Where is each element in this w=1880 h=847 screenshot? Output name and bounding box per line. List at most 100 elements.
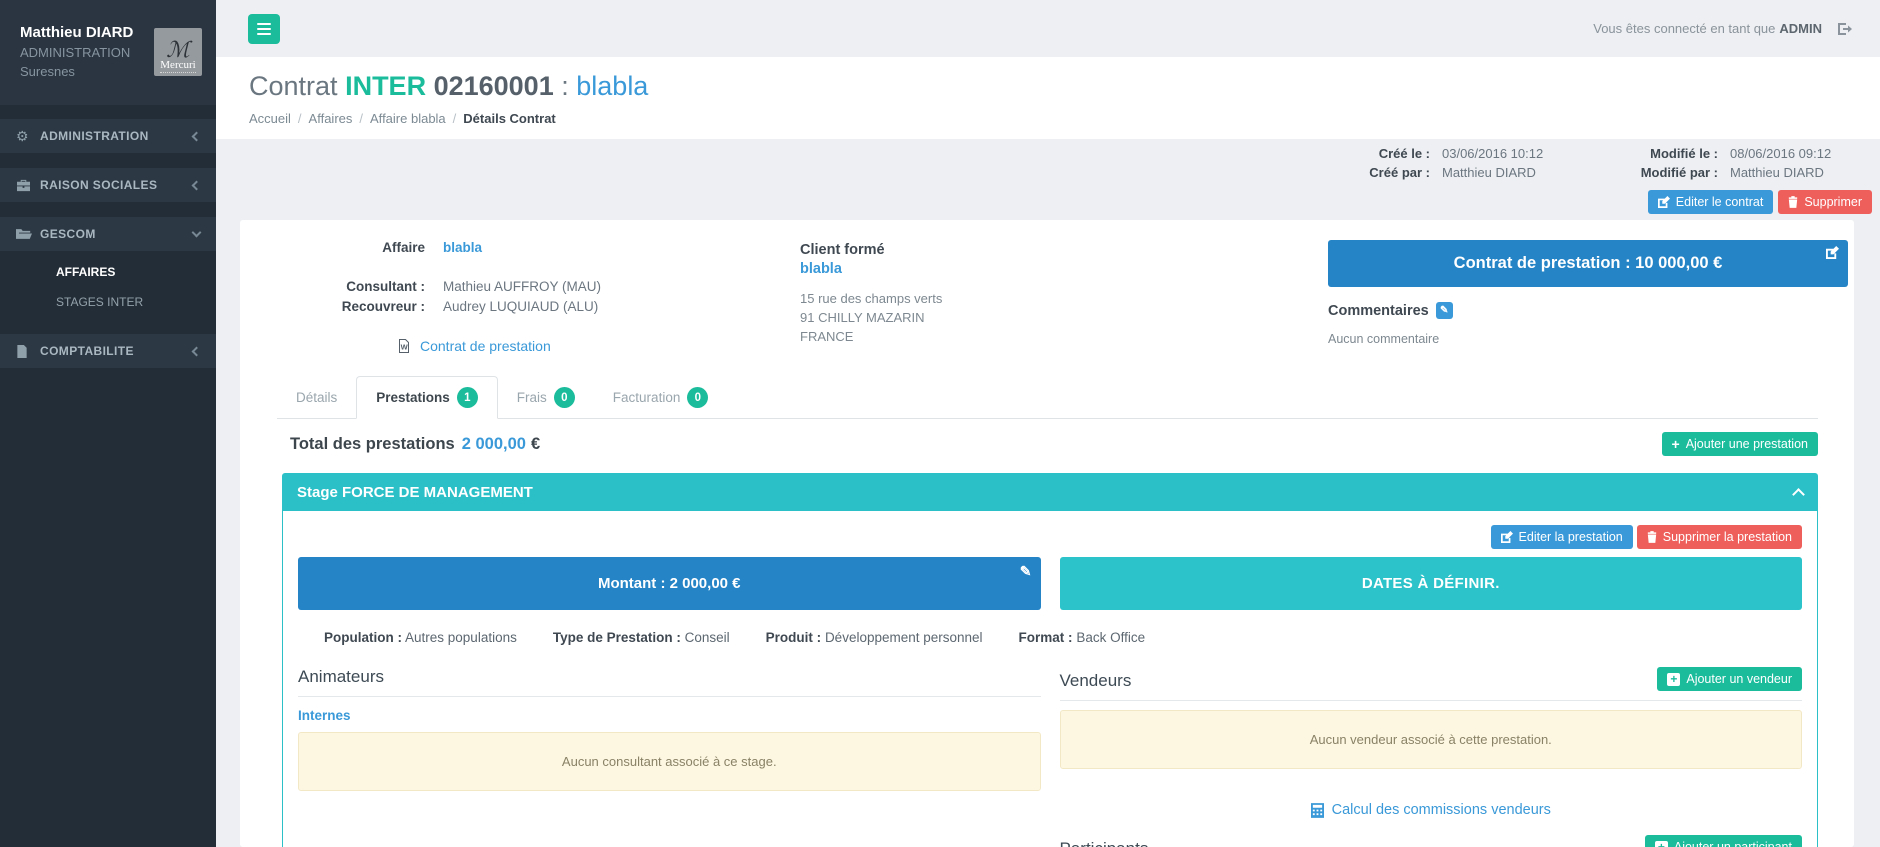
plus-square-icon: + <box>1654 840 1668 847</box>
vendeurs-title: Vendeurs <box>1059 671 1132 690</box>
user-role: ADMINISTRATION <box>20 45 131 60</box>
affaire-link[interactable]: blabla <box>443 240 483 255</box>
affaire-label: Affaire <box>382 240 425 255</box>
sidebar-item-affaires[interactable]: AFFAIRES <box>56 265 116 279</box>
topbar: Vous êtes connecté en tant que ADMIN <box>216 0 1880 57</box>
sidebar-menu: ⚙ ADMINISTRATION RAISON SOCIALES GESCOM <box>0 105 216 383</box>
client-address: 15 rue des champs verts 91 CHILLY MAZARI… <box>800 291 943 344</box>
breadcrumb-accueil[interactable]: Accueil <box>249 111 291 126</box>
sidebar-item-comptabilite[interactable]: COMPTABILITE <box>0 334 216 368</box>
tab-details[interactable]: Détails <box>296 390 338 405</box>
add-prestation-button[interactable]: + Ajouter une prestation <box>1661 432 1818 456</box>
contract-amount-box: Contrat de prestation : 10 000,00 € <box>1328 240 1848 287</box>
contract-card: Affaire blabla Consultant : Mathieu AUFF… <box>240 220 1854 847</box>
add-vendeur-button[interactable]: + Ajouter un vendeur <box>1657 667 1802 691</box>
animateurs-section: Animateurs Internes Aucun consultant ass… <box>298 667 1041 847</box>
dates-box: DATES À DÉFINIR. <box>1059 557 1802 610</box>
modified-by-value: Matthieu DIARD <box>1730 165 1824 180</box>
chevron-left-icon <box>191 131 202 141</box>
total-label: Total des prestations <box>290 434 455 453</box>
chevron-left-icon <box>191 346 202 356</box>
breadcrumb-affaires[interactable]: Affaires <box>308 111 353 126</box>
comments-section: Commentaires ✎ Aucun commentaire <box>1328 302 1848 346</box>
word-document-icon: W <box>398 339 410 353</box>
svg-text:W: W <box>401 343 409 352</box>
participants-title: Participants <box>1060 839 1149 847</box>
user-panel: Matthieu DIARD ADMINISTRATION Suresnes ℳ… <box>0 0 216 105</box>
comments-empty-text: Aucun commentaire <box>1328 332 1440 346</box>
page-header: Contrat INTER 02160001 : blabla Accueil … <box>216 57 1880 139</box>
created-by-value: Matthieu DIARD <box>1442 165 1536 180</box>
sidebar-item-stages-inter[interactable]: STAGES INTER <box>56 295 144 309</box>
sidebar-item-administration[interactable]: ⚙ ADMINISTRATION <box>0 119 216 153</box>
edit-contract-button[interactable]: Editer le contrat <box>1647 190 1774 214</box>
tab-facturation[interactable]: Facturation 0 <box>594 376 728 419</box>
recouvreur-label: Recouvreur : <box>341 299 425 314</box>
animateurs-title: Animateurs <box>298 667 384 686</box>
contract-amount-block: Contrat de prestation : 10 000,00 € Comm… <box>1328 240 1848 354</box>
recouvreur-value: Audrey LUQUIAUD (ALU) <box>443 299 599 314</box>
trash-icon <box>1788 196 1798 208</box>
affaire-block: Affaire blabla Consultant : Mathieu AUFF… <box>280 240 800 354</box>
client-label: Client formé <box>800 242 885 258</box>
mercuri-logo-text: Mercuri <box>160 59 196 73</box>
page-title: Contrat INTER 02160001 : blabla <box>249 71 649 101</box>
delete-contract-button[interactable]: Supprimer <box>1778 190 1872 214</box>
chevron-left-icon <box>191 180 202 190</box>
sidebar-item-raison-sociales[interactable]: RAISON SOCIALES <box>0 168 216 202</box>
commissions-link[interactable]: Calcul des commissions vendeurs <box>1060 802 1803 818</box>
user-location: Suresnes <box>20 64 75 79</box>
logout-icon[interactable] <box>1838 22 1854 36</box>
main-area: Vous êtes connecté en tant que ADMIN Con… <box>216 0 1880 847</box>
edit-prestation-button[interactable]: Editer la prestation <box>1490 525 1633 549</box>
collapse-panel-icon[interactable] <box>1792 488 1805 501</box>
mercuri-logo: ℳ Mercuri <box>154 28 202 76</box>
add-participant-button[interactable]: + Ajouter un participant <box>1644 835 1802 847</box>
folder-open-icon <box>16 228 40 240</box>
contract-type: INTER <box>345 71 427 101</box>
meta-band: Créé le : 03/06/2016 10:12 Créé par : Matt… <box>216 139 1880 214</box>
contract-name: blabla <box>576 71 649 101</box>
modified-by-label: Modifié par : <box>1640 165 1718 180</box>
connected-text: Vous êtes connecté en tant que <box>1593 21 1776 36</box>
delete-prestation-button[interactable]: Supprimer la prestation <box>1636 525 1802 549</box>
internes-link[interactable]: Internes <box>298 708 351 723</box>
created-by-label: Créé par : <box>1369 165 1430 180</box>
modified-value: 08/06/2016 09:12 <box>1730 146 1832 161</box>
tab-prestations[interactable]: Prestations 1 <box>356 376 498 419</box>
pencil-square-icon <box>1500 531 1513 543</box>
plus-icon: + <box>1671 436 1680 452</box>
connected-user: ADMIN <box>1779 21 1822 36</box>
client-block: Client formé blabla 15 rue des champs ve… <box>800 240 1100 354</box>
breadcrumb: Accueil / Affaires / Affaire blabla / Dé… <box>249 111 556 126</box>
user-name: Matthieu DIARD <box>20 24 134 41</box>
prestations-count-badge: 1 <box>456 387 478 408</box>
edit-comments-icon[interactable]: ✎ <box>1435 302 1453 319</box>
consultant-value: Mathieu AUFFROY (MAU) <box>443 279 602 294</box>
frais-count-badge: 0 <box>553 387 575 408</box>
participants-section: Participants + Ajouter un participant <box>1060 835 1802 847</box>
created-value: 03/06/2016 10:12 <box>1442 146 1544 161</box>
session-info: Vous êtes connecté en tant que ADMIN <box>1593 21 1854 36</box>
facturation-count-badge: 0 <box>687 387 709 408</box>
sidebar-item-gescom[interactable]: GESCOM <box>0 217 216 251</box>
chevron-down-icon <box>191 227 202 238</box>
contract-document-link[interactable]: Contrat de prestation <box>420 338 551 354</box>
prestation-panel: Stage FORCE DE MANAGEMENT Editer la pres… <box>282 473 1818 847</box>
client-name-link[interactable]: blabla <box>800 261 842 277</box>
contract-tabs: Détails Prestations 1 Frais 0 Facturatio… <box>277 376 1818 419</box>
created-block: Créé le : 03/06/2016 10:12 Créé par : Matt… <box>1340 146 1572 184</box>
edit-amount-icon[interactable] <box>1826 246 1839 259</box>
trash-icon <box>1647 531 1657 543</box>
breadcrumb-current: Détails Contrat <box>463 111 556 126</box>
modified-block: Modifié le : 08/06/2016 09:12 Modifié par… <box>1628 146 1860 184</box>
edit-montant-icon[interactable]: ✎ <box>1019 563 1032 579</box>
sidebar: Matthieu DIARD ADMINISTRATION Suresnes ℳ… <box>0 0 216 847</box>
prestations-total-row: Total des prestations 2 000,00 € + Ajout… <box>290 432 1818 456</box>
sidebar-toggle-button[interactable] <box>248 13 280 44</box>
tab-frais[interactable]: Frais 0 <box>498 376 594 419</box>
total-value: 2 000,00 <box>461 434 526 453</box>
breadcrumb-affaire-blabla[interactable]: Affaire blabla <box>370 111 446 126</box>
animateurs-empty-alert: Aucun consultant associé à ce stage. <box>298 732 1041 791</box>
